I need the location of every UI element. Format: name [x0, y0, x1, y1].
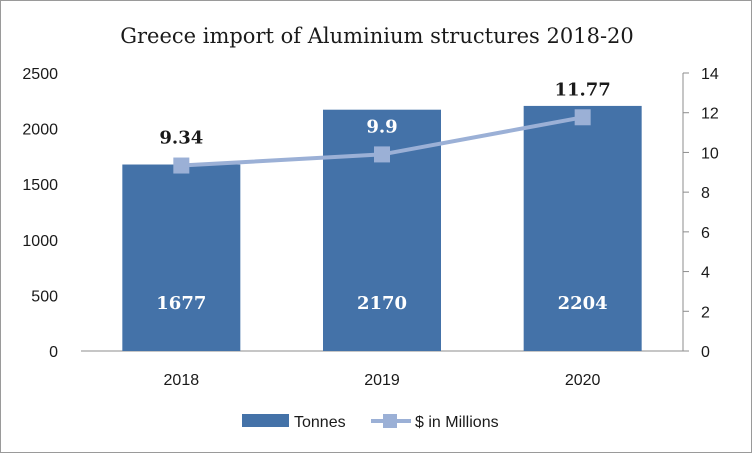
axes: 0 500 1000 1500 2000 2500 0 2 4 6 8 10 12 14 2018 2019 2… [22, 66, 718, 389]
y-right-tick-label: 6 [701, 225, 710, 242]
legend-marker-usd [383, 414, 397, 428]
y-left-tick-label: 500 [31, 288, 58, 305]
chart-title: Greece import of Aluminium structures 20… [120, 24, 634, 48]
y-right-tick-label: 2 [701, 304, 710, 321]
y-right-tick-label: 14 [701, 66, 719, 83]
bar-2018 [122, 164, 241, 351]
y-right-tick-label: 0 [701, 344, 710, 361]
y-left-tick-label: 1000 [22, 233, 58, 250]
line-series [173, 109, 591, 174]
line-value-label: 9.34 [159, 128, 203, 149]
line-value-label: 11.77 [554, 79, 610, 100]
y-left-tick-label: 2500 [22, 66, 58, 83]
x-tick-label: 2020 [565, 372, 601, 389]
legend-label-tonnes: Tonnes [294, 414, 346, 431]
bars [122, 105, 642, 352]
line-point-2020 [574, 109, 591, 126]
y-right-tick-label: 10 [701, 145, 719, 162]
bar-2020 [523, 105, 642, 352]
y-left-tick-label: 0 [49, 344, 58, 361]
line-point-2018 [173, 157, 190, 174]
x-tick-label: 2019 [364, 372, 400, 389]
line-point-2019 [374, 146, 390, 163]
y-left-tick-label: 1500 [22, 177, 58, 194]
y-right-tick-label: 8 [701, 185, 710, 202]
data-labels: 1677 2170 2204 9.34 9.9 11.77 [156, 79, 611, 314]
legend-label-usd: $ in Millions [415, 414, 499, 431]
line-value-label: 9.9 [366, 116, 397, 137]
legend-swatch-tonnes [242, 414, 289, 427]
y-right-tick-label: 4 [701, 265, 710, 282]
bar-value-label: 2204 [558, 293, 608, 314]
legend: Tonnes $ in Millions [242, 414, 499, 431]
y-left-tick-label: 2000 [22, 122, 58, 139]
bar-value-label: 2170 [357, 293, 407, 314]
x-tick-label: 2018 [164, 372, 200, 389]
y-right-tick-label: 12 [701, 106, 719, 123]
bar-value-label: 1677 [156, 293, 206, 314]
